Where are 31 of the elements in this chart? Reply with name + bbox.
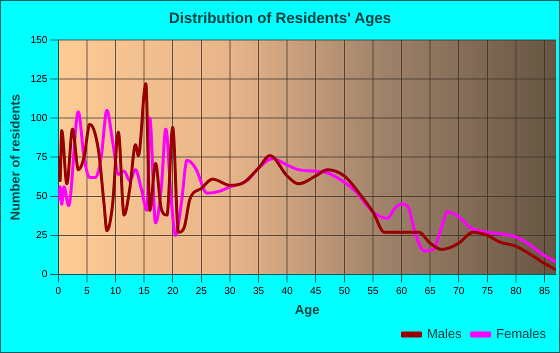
x-tick-label: 45 xyxy=(310,286,322,298)
x-tick-label: 15 xyxy=(138,286,150,298)
y-tick-label: 50 xyxy=(36,191,48,202)
legend-label: Females xyxy=(496,326,546,342)
x-tick-label: 10 xyxy=(110,286,122,298)
legend-label: Males xyxy=(426,326,462,342)
x-tick-label: 75 xyxy=(482,286,494,298)
x-tick-label: 70 xyxy=(453,286,465,298)
x-tick-label: 35 xyxy=(252,286,265,298)
x-tick-label: 80 xyxy=(510,286,522,298)
x-tick-label: 20 xyxy=(167,286,179,298)
y-tick-label: 75 xyxy=(36,152,48,163)
y-tick-label: 100 xyxy=(30,112,48,124)
x-tick-label: 60 xyxy=(396,286,408,298)
x-tick-label: 0 xyxy=(56,286,62,298)
y-tick-label: 0 xyxy=(42,269,48,280)
x-tick-label: 5 xyxy=(84,286,90,298)
y-tick-label: 125 xyxy=(30,74,48,85)
y-axis-title: Number of residents xyxy=(7,94,22,220)
x-tick-label: 85 xyxy=(538,286,551,298)
x-tick-label: 40 xyxy=(282,286,294,298)
line-series xyxy=(58,82,556,272)
y-tick-label: 150 xyxy=(30,34,48,46)
y-tick-label: 25 xyxy=(36,230,48,242)
x-axis-title: Age xyxy=(294,302,320,317)
x-tick-label: 55 xyxy=(367,286,379,298)
x-tick-label: 25 xyxy=(196,286,208,298)
x-tick-label: 65 xyxy=(424,286,436,298)
chart-title: Distribution of Residents' Ages xyxy=(168,10,392,28)
x-tick-label: 30 xyxy=(224,286,236,298)
x-tick-label: 50 xyxy=(338,286,350,298)
